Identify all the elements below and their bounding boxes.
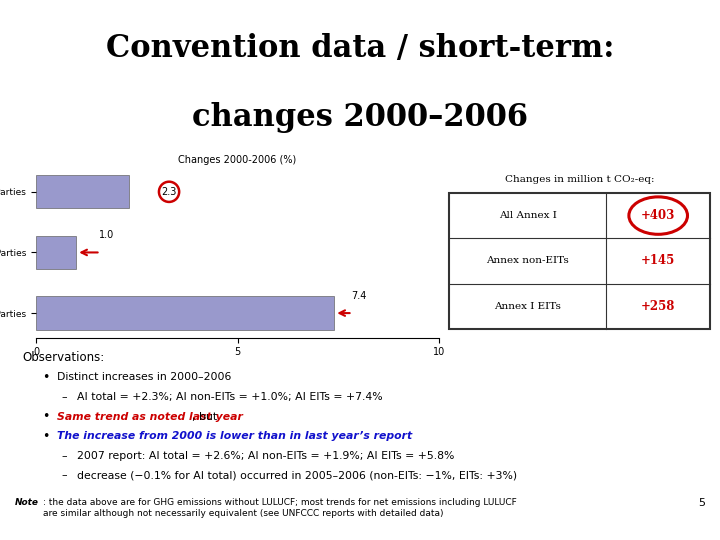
Text: Same trend as noted last year: Same trend as noted last year: [58, 411, 243, 422]
Text: , but: , but: [192, 411, 217, 422]
Text: –: –: [62, 392, 67, 402]
Text: AI total = +2.3%; AI non-EITs = +1.0%; AI EITs = +7.4%: AI total = +2.3%; AI non-EITs = +1.0%; A…: [77, 392, 382, 402]
Text: 5: 5: [698, 498, 706, 508]
Text: 2007 report: AI total = +2.6%; AI non-EITs = +1.9%; AI EITs = +5.8%: 2007 report: AI total = +2.6%; AI non-EI…: [77, 451, 454, 461]
Text: Observations:: Observations:: [23, 351, 105, 364]
Text: –: –: [62, 470, 67, 481]
Text: +258: +258: [641, 300, 675, 313]
Bar: [449, 193, 710, 329]
Bar: [36, 236, 76, 269]
Text: 1.0: 1.0: [99, 231, 114, 240]
Text: decrease (−0.1% for AI total) occurred in 2005–2006 (non-EITs: −1%, EITs: +3%): decrease (−0.1% for AI total) occurred i…: [77, 470, 517, 481]
Text: Annex non-EITs: Annex non-EITs: [486, 256, 569, 266]
Text: Distinct increases in 2000–2006: Distinct increases in 2000–2006: [58, 372, 232, 382]
Text: –: –: [62, 451, 67, 461]
Text: Annex I EITs: Annex I EITs: [494, 302, 561, 311]
Text: changes 2000–2006: changes 2000–2006: [192, 103, 528, 133]
Text: : the data above are for GHG emissions without LULUCF; most trends for net emiss: : the data above are for GHG emissions w…: [43, 498, 517, 518]
Text: •: •: [42, 410, 50, 423]
Text: All Annex I: All Annex I: [499, 211, 557, 220]
Text: The increase from 2000 is lower than in last year’s report: The increase from 2000 is lower than in …: [58, 431, 413, 441]
Text: Note: Note: [14, 498, 38, 507]
Text: +403: +403: [641, 209, 675, 222]
Text: 2.3: 2.3: [161, 187, 176, 197]
Text: Convention data / short-term:: Convention data / short-term:: [106, 33, 614, 64]
Bar: [36, 296, 334, 330]
Text: 7.4: 7.4: [351, 291, 366, 301]
Text: •: •: [42, 430, 50, 443]
Title: Changes 2000-2006 (%): Changes 2000-2006 (%): [179, 155, 297, 165]
Text: +145: +145: [641, 254, 675, 267]
Bar: [36, 175, 129, 208]
Text: •: •: [42, 370, 50, 383]
Text: Changes in million t CO₂-eq:: Changes in million t CO₂-eq:: [505, 175, 654, 184]
